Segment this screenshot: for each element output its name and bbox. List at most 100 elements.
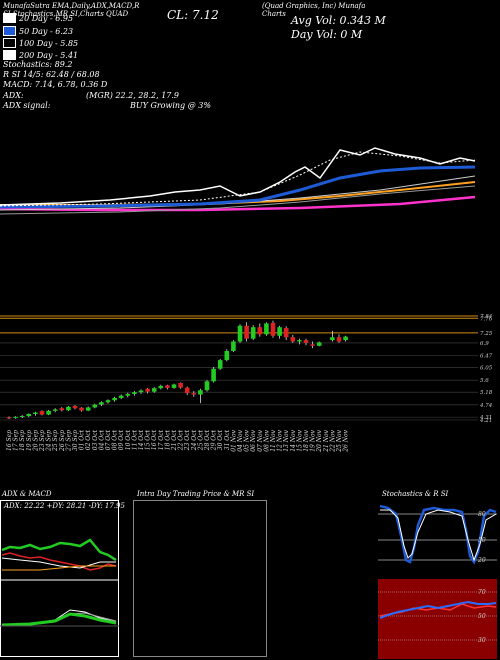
date-label: 14 Oct xyxy=(138,429,145,450)
candle-body xyxy=(343,336,348,341)
date-label: 11 Oct xyxy=(131,429,138,450)
candle-body xyxy=(191,393,197,395)
stoch-tick-20: 20 xyxy=(477,557,486,564)
plus-di-line xyxy=(1,538,117,562)
minus-di-line xyxy=(1,552,117,571)
y-tick-label: 6.9 xyxy=(480,341,489,347)
close-price: CL: 7.12 xyxy=(167,8,219,22)
date-label: 04 Nov xyxy=(237,429,244,451)
candle-body xyxy=(211,368,216,382)
adx-values: ADX: 22.22 +DY: 28.21 -DY: 17.95 xyxy=(4,502,125,510)
candle-body xyxy=(33,412,38,414)
intraday-panel xyxy=(133,500,267,657)
candle-body xyxy=(217,360,223,369)
candle-body xyxy=(125,393,131,396)
date-label: 30 Oct xyxy=(217,429,224,450)
avg-volume: Avg Vol: 0.343 M xyxy=(291,14,386,27)
candle-body xyxy=(105,400,111,403)
intraday-panel-title: Intra Day Trading Price & MR SI xyxy=(137,490,255,498)
date-label: 20 Sep xyxy=(32,430,39,452)
adx-panel-title: ADX & MACD xyxy=(2,490,52,498)
adx-panel-frame xyxy=(0,500,119,657)
ema20-line xyxy=(0,151,476,207)
date-label: 07 Oct xyxy=(105,429,112,450)
candle-body xyxy=(204,381,210,391)
date-label: 16 Oct xyxy=(151,429,158,450)
date-axis: 16 Sep 17 Sep 18 Sep 19 Sep 20 Sep 23 Sep 24 S… xyxy=(6,429,350,452)
swatch-icon xyxy=(3,38,16,48)
candle-body xyxy=(151,388,157,392)
candle-body xyxy=(303,340,309,343)
date-label: 13 Nov xyxy=(283,429,290,451)
candle-body xyxy=(290,337,296,342)
candle-body xyxy=(250,327,256,339)
legend-label: 200 Day - 5.41 xyxy=(19,50,79,60)
candle-body xyxy=(59,408,65,411)
adx-value: (MGR) 22.2, 28.2, 17.9 xyxy=(86,91,179,100)
day-volume: Day Vol: 0 M xyxy=(291,28,363,41)
date-label: 26 Nov xyxy=(343,429,350,452)
company-name: (Quad Graphics, Inc) Munafa Charts xyxy=(262,2,366,18)
candle-body xyxy=(158,385,164,389)
date-label: 12 Nov xyxy=(277,429,284,451)
adx-orange-line xyxy=(2,565,116,571)
candle-body xyxy=(66,406,71,411)
date-label: 31 Oct xyxy=(224,429,231,450)
candle-body xyxy=(118,395,124,398)
date-label: 21 Oct xyxy=(171,429,178,451)
candle-body xyxy=(264,323,269,335)
date-label: 11 Nov xyxy=(270,429,277,451)
candle-body xyxy=(237,325,243,342)
stochastics-panel: 80 50 20 70 50 30 xyxy=(378,500,497,659)
candle-body xyxy=(178,383,183,388)
candle-body xyxy=(165,385,170,388)
date-label: 06 Nov xyxy=(250,429,257,451)
stoch-tick-50: 50 xyxy=(478,537,486,544)
rsi-tick-50: 50 xyxy=(478,613,486,620)
date-label: 25 Oct xyxy=(197,429,204,451)
ema200-line xyxy=(0,195,476,212)
legend-ema200: 200 Day - 5.41 xyxy=(3,50,78,60)
date-label: 17 Oct xyxy=(158,429,165,450)
candle-body xyxy=(316,342,322,346)
candle-body xyxy=(112,397,117,401)
candle-body xyxy=(85,407,91,411)
y-tick-label: 4.31 xyxy=(479,415,492,421)
swatch-icon xyxy=(3,50,16,60)
date-label: 10 Oct xyxy=(125,429,132,450)
candle-body xyxy=(283,328,289,338)
date-label: 02 Oct xyxy=(85,429,92,450)
date-label: 18 Sep xyxy=(19,430,26,451)
date-label: 29 Oct xyxy=(211,429,218,451)
candle-body xyxy=(6,417,12,419)
candle-body xyxy=(310,344,315,346)
rsi-tick-70: 70 xyxy=(478,589,486,596)
candle-body xyxy=(231,341,236,351)
date-label: 08 Nov xyxy=(263,429,270,451)
candle-body xyxy=(244,325,249,339)
candle-body xyxy=(224,350,230,361)
macd-histogram xyxy=(1,612,117,627)
price-line xyxy=(0,147,476,206)
date-label: 16 Sep xyxy=(6,430,13,451)
candle-body xyxy=(19,415,25,417)
candle-body xyxy=(297,340,302,342)
date-label: 28 Oct xyxy=(204,429,211,451)
candle-body xyxy=(72,405,78,409)
rsi-bg xyxy=(378,579,497,659)
date-label: 25 Sep xyxy=(52,430,59,452)
candle-body xyxy=(132,392,137,394)
date-label: 27 Sep xyxy=(65,430,72,452)
y-tick-label: 6.47 xyxy=(480,353,493,359)
legend-label: 20 Day - 6.95 xyxy=(19,13,74,23)
candlestick-chart: 7.847.76 7.25 6.9 6.47 6.05 5.6 5.18 4.74 4.314.… xyxy=(0,314,493,422)
date-label: 21 Nov xyxy=(323,429,330,452)
date-label: 30 Sep xyxy=(72,430,79,451)
date-label: 19 Sep xyxy=(26,430,33,451)
signal-label: ADX signal: xyxy=(3,101,51,110)
stoch-tick-80: 80 xyxy=(478,511,486,518)
candle-body xyxy=(184,387,190,394)
y-tick-label: 5.6 xyxy=(480,378,489,384)
adx-line xyxy=(1,557,116,569)
stochastic-k-line xyxy=(379,504,497,565)
